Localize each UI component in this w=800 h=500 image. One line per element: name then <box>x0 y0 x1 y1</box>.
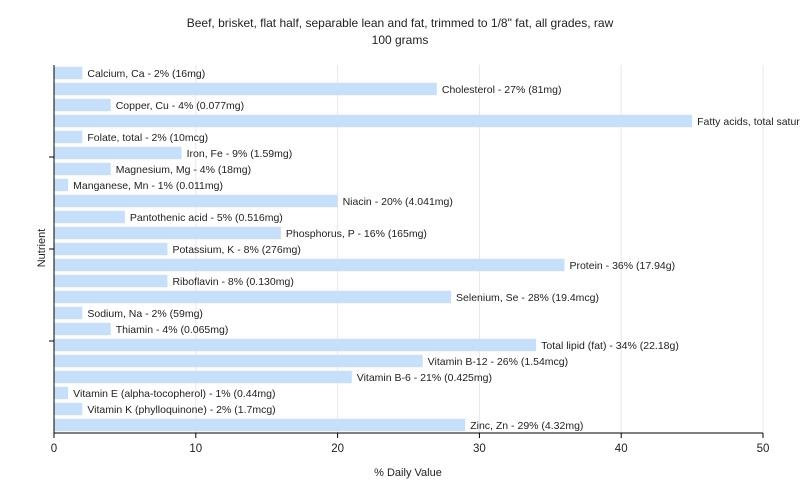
x-axis-title: % Daily Value <box>374 467 442 479</box>
bar <box>54 162 111 176</box>
bar <box>54 354 423 368</box>
bar <box>54 66 83 80</box>
bar <box>54 290 452 304</box>
bar-label: Niacin - 20% (4.041mg) <box>343 196 453 208</box>
bars: Calcium, Ca - 2% (16mg) Cholesterol - 27%… <box>54 66 800 432</box>
x-tick-label: 30 <box>473 443 486 455</box>
y-axis-title: Nutrient <box>36 229 48 268</box>
bar <box>54 242 168 256</box>
bar <box>54 418 466 432</box>
bar <box>54 210 125 224</box>
bar-label: Total lipid (fat) - 34% (22.18g) <box>541 340 679 352</box>
bar <box>54 194 338 208</box>
axes: 0 10 20 30 40 50 <box>49 65 769 455</box>
bar-label: Thiamin - 4% (0.065mg) <box>116 324 229 336</box>
bar-label: Calcium, Ca - 2% (16mg) <box>87 68 205 80</box>
bar <box>54 114 693 128</box>
bar <box>54 98 111 112</box>
bar <box>54 402 83 416</box>
bar-label: Potassium, K - 8% (276mg) <box>172 244 300 256</box>
bar <box>54 258 565 272</box>
bar-label: Magnesium, Mg - 4% (18mg) <box>116 164 251 176</box>
bar <box>54 338 537 352</box>
bar <box>54 146 182 160</box>
bar-label: Phosphorus, P - 16% (165mg) <box>286 228 427 240</box>
bar <box>54 178 69 192</box>
bar <box>54 226 281 240</box>
bar-label: Pantothenic acid - 5% (0.516mg) <box>130 212 283 224</box>
x-tick-label: 10 <box>189 443 202 455</box>
bar-label: Selenium, Se - 28% (19.4mcg) <box>456 292 599 304</box>
bar <box>54 386 69 400</box>
bar-label: Vitamin B-6 - 21% (0.425mg) <box>357 372 492 384</box>
bar <box>54 322 111 336</box>
x-tick-label: 0 <box>51 443 57 455</box>
bar-label: Vitamin B-12 - 26% (1.54mcg) <box>428 356 568 368</box>
bar-label: Vitamin K (phylloquinone) - 2% (1.7mcg) <box>87 404 275 416</box>
x-tick-label: 50 <box>757 443 770 455</box>
bar-label: Manganese, Mn - 1% (0.011mg) <box>73 180 223 192</box>
bar-label: Vitamin E (alpha-tocopherol) - 1% (0.44m… <box>73 388 275 400</box>
x-tick-label: 20 <box>331 443 344 455</box>
bar-label: Cholesterol - 27% (81mg) <box>442 84 562 96</box>
bar-label: Protein - 36% (17.94g) <box>569 260 675 272</box>
bar <box>54 130 83 144</box>
chart-subtitle: 100 grams <box>372 33 429 47</box>
x-tick-label: 40 <box>615 443 628 455</box>
bar-label: Fatty acids, total saturated - 45% (8.95… <box>697 116 800 128</box>
bar-label: Sodium, Na - 2% (59mg) <box>87 308 203 320</box>
bar <box>54 274 168 288</box>
bar <box>54 370 352 384</box>
chart-title: Beef, brisket, flat half, separable lean… <box>187 16 614 30</box>
bar-label: Folate, total - 2% (10mcg) <box>87 132 208 144</box>
bar-label: Iron, Fe - 9% (1.59mg) <box>187 148 293 160</box>
bar <box>54 82 437 96</box>
bar-label: Zinc, Zn - 29% (4.32mg) <box>470 420 583 432</box>
bar-label: Riboflavin - 8% (0.130mg) <box>172 276 293 288</box>
bar-label: Copper, Cu - 4% (0.077mg) <box>116 100 244 112</box>
bar <box>54 306 83 320</box>
